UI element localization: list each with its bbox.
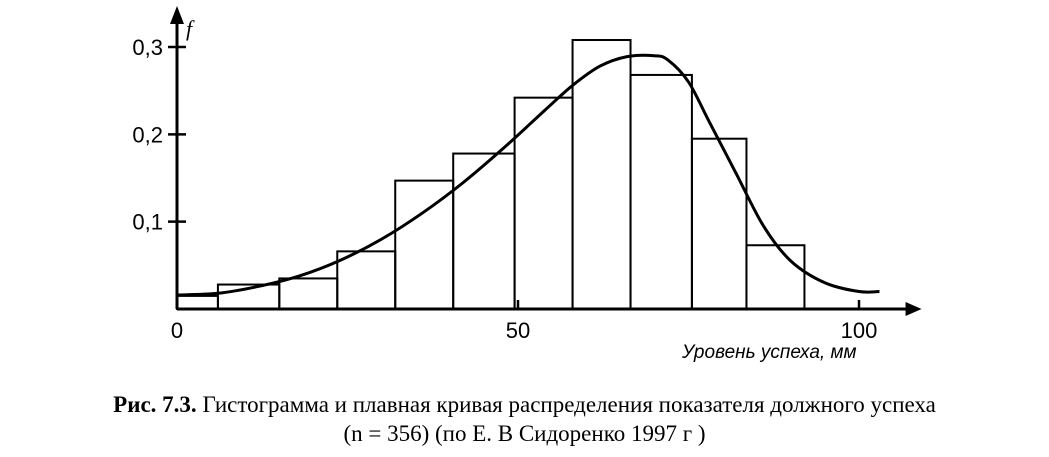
caption-title: Гистограмма и плавная кривая распределен… bbox=[196, 392, 936, 417]
histogram-bar bbox=[690, 137, 748, 310]
histogram-bars bbox=[176, 39, 806, 311]
x-tick-label: 100 bbox=[841, 318, 878, 343]
x-tick-label: 0 bbox=[171, 318, 183, 343]
y-tick-label: 0,2 bbox=[132, 122, 163, 147]
y-axis-symbol: f bbox=[186, 16, 195, 41]
y-ticks: 0,1 0,2 0,3 bbox=[132, 35, 186, 235]
x-ticks: 0 50 100 bbox=[171, 300, 877, 343]
histogram-bar bbox=[394, 179, 455, 310]
histogram-bar bbox=[452, 152, 516, 310]
y-tick-label: 0,1 bbox=[132, 210, 163, 235]
x-axis-arrow bbox=[905, 302, 922, 316]
caption-line-1: Рис. 7.3. Гистограмма и плавная кривая р… bbox=[0, 390, 1049, 419]
histogram-bar bbox=[176, 294, 219, 310]
y-axis-arrow bbox=[170, 6, 184, 24]
figure-caption: Рис. 7.3. Гистограмма и плавная кривая р… bbox=[0, 390, 1049, 448]
y-tick-label: 0,3 bbox=[132, 35, 163, 60]
histogram-bar bbox=[336, 250, 397, 310]
x-tick-label: 50 bbox=[506, 318, 530, 343]
smooth-distribution-curve bbox=[176, 53, 880, 297]
x-axis-label: Уровень успеха, мм bbox=[681, 342, 857, 363]
caption-figure-number: Рис. 7.3. bbox=[113, 392, 197, 417]
histogram-bar bbox=[278, 277, 339, 310]
histogram-chart: 0 50 100 0,1 0,2 0,3 f Уровень успеха, мм bbox=[132, 6, 922, 363]
caption-line-2: (n = 356) (по Е. В Сидоренко 1997 г ) bbox=[343, 421, 706, 446]
histogram-bar bbox=[629, 73, 693, 310]
histogram-bar bbox=[745, 244, 806, 311]
